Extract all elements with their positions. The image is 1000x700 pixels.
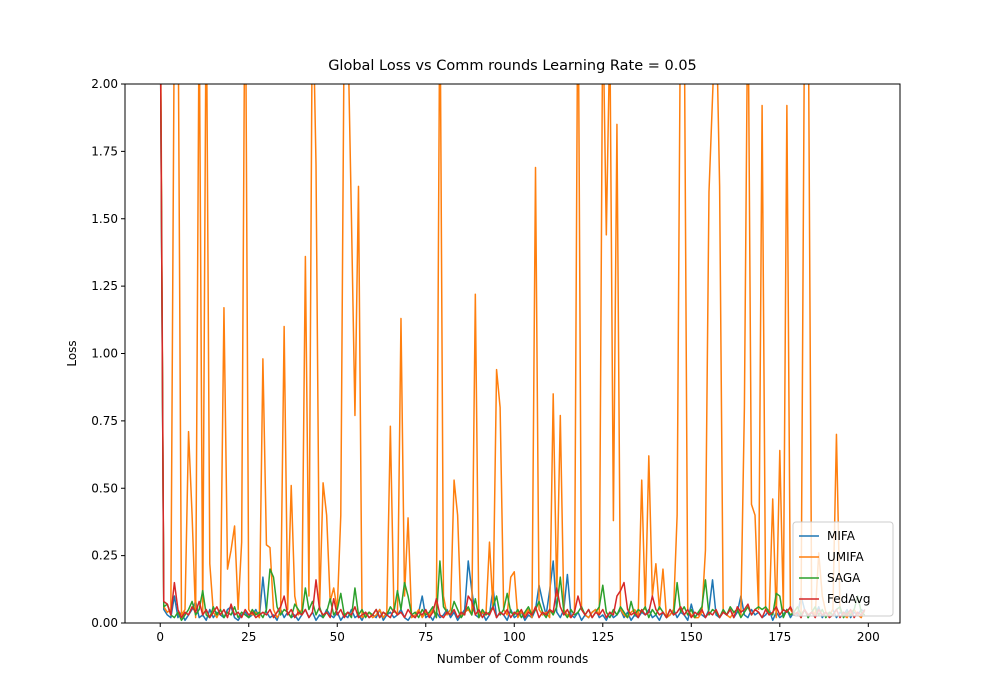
y-tick-label: 1.00: [91, 347, 118, 361]
y-tick-label: 1.50: [91, 212, 118, 226]
chart-title: Global Loss vs Comm rounds Learning Rate…: [328, 58, 697, 74]
plot-lines: [159, 84, 866, 622]
x-tick-label: 200: [857, 630, 880, 644]
legend-label: MIFA: [827, 529, 856, 543]
x-tick-label: 0: [156, 630, 164, 644]
x-tick-label: 100: [503, 630, 526, 644]
legend-label: SAGA: [827, 571, 861, 585]
x-axis-label: Number of Comm rounds: [437, 652, 588, 666]
legend-label: FedAvg: [827, 592, 870, 606]
y-tick-label: 0.00: [91, 616, 118, 630]
y-tick-label: 0.75: [91, 414, 118, 428]
x-tick-label: 150: [680, 630, 703, 644]
series-line: [160, 84, 866, 619]
legend-label: UMIFA: [827, 550, 864, 564]
x-tick-label: 175: [768, 630, 791, 644]
legend-box: [792, 521, 894, 617]
y-tick-label: 0.25: [91, 549, 118, 563]
x-tick-label: 50: [330, 630, 345, 644]
y-tick-label: 1.75: [91, 144, 118, 158]
x-tick-label: 75: [418, 630, 433, 644]
legend: MIFA UMIFA SAGA FedAvg: [792, 521, 894, 617]
x-tick-label: 25: [241, 630, 256, 644]
series-line: [159, 84, 866, 619]
y-tick-label: 2.00: [91, 77, 118, 91]
y-tick-label: 0.50: [91, 481, 118, 495]
y-tick-label: 1.25: [91, 279, 118, 293]
y-axis-label: Loss: [65, 340, 79, 366]
x-tick-label: 125: [591, 630, 614, 644]
